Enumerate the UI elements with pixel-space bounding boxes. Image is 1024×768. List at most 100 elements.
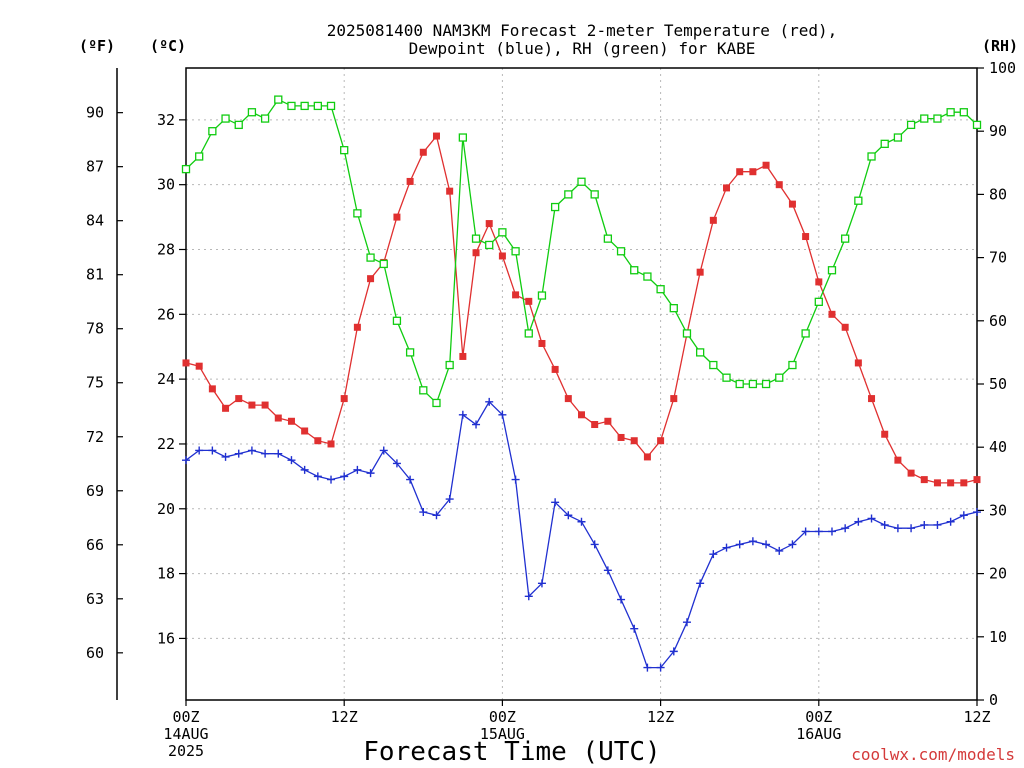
- dewpoint-point: [195, 446, 204, 455]
- temperature-point: [854, 359, 862, 367]
- temperature-point: [723, 184, 731, 192]
- rh-point: [761, 379, 771, 389]
- temperature-point: [208, 385, 216, 393]
- celsius-unit-label: (ºC): [150, 37, 186, 55]
- time-tick-label: 16AUG: [796, 725, 841, 743]
- rh-point: [906, 120, 916, 130]
- dewpoint-point: [735, 540, 744, 549]
- fahrenheit-tick-label: 60: [86, 644, 104, 662]
- rh-point: [208, 127, 217, 136]
- temperature-point: [314, 437, 322, 445]
- rh-point: [616, 247, 626, 256]
- dewpoint-point: [722, 543, 731, 552]
- time-tick-label: 12Z: [647, 708, 674, 726]
- temperature-point: [933, 479, 941, 487]
- rh-point: [893, 133, 903, 142]
- temperature-point: [327, 440, 335, 448]
- time-tick-label: 12Z: [963, 708, 990, 726]
- celsius-tick-label: 28: [157, 240, 175, 258]
- rh-point: [920, 114, 929, 123]
- rh-point: [564, 190, 573, 199]
- rh-point: [300, 101, 309, 111]
- temperature-point: [261, 401, 269, 409]
- temperature-point: [182, 359, 190, 367]
- temperature-point: [340, 395, 348, 403]
- rh-axis-ticks: 0 10 20 30 40 50 60 70 80 90 100: [977, 59, 1016, 709]
- celsius-tick-label: 24: [157, 370, 175, 388]
- dewpoint-point: [182, 456, 190, 465]
- dewpoint-point: [709, 550, 718, 559]
- temperature-point: [788, 200, 796, 208]
- dewpoint-point: [564, 511, 573, 520]
- temperature-point: [485, 220, 493, 228]
- dewpoint-point: [762, 540, 771, 549]
- rh-point: [550, 202, 560, 212]
- rh-point: [814, 297, 823, 306]
- time-tick-label: 00Z: [172, 708, 199, 726]
- fahrenheit-axis-ticks: 60 63 66 69 72 75 78 81 84 87 90: [86, 104, 123, 662]
- temperature-point: [630, 437, 638, 445]
- rh-point: [880, 139, 889, 148]
- temperature-point: [432, 132, 440, 140]
- temperature-point: [512, 291, 520, 299]
- dewpoint-series: [182, 397, 981, 672]
- dewpoint-point: [669, 647, 678, 656]
- rh-point: [379, 259, 388, 269]
- dewpoint-point: [511, 475, 520, 484]
- rh-point: [630, 266, 639, 275]
- dewpoint-point: [959, 511, 968, 520]
- dewpoint-point: [630, 624, 639, 633]
- temperature-point: [235, 395, 243, 403]
- rh-tick-label: 100: [989, 59, 1016, 77]
- temperature-point: [301, 427, 309, 435]
- temperature-point: [274, 414, 282, 422]
- fahrenheit-tick-label: 81: [86, 266, 104, 284]
- fahrenheit-unit-label: (ºF): [79, 37, 115, 55]
- temperature-point: [657, 437, 665, 445]
- temperature-point: [947, 479, 955, 487]
- rh-point: [603, 234, 613, 243]
- dewpoint-point: [933, 520, 942, 529]
- dewpoint-point: [801, 527, 810, 536]
- fahrenheit-tick-label: 69: [86, 482, 104, 500]
- temperature-point: [353, 323, 361, 331]
- dewpoint-point: [537, 579, 546, 588]
- dewpoint-point: [379, 446, 388, 455]
- rh-point: [669, 304, 678, 313]
- temperature-point: [696, 268, 704, 276]
- rh-point: [524, 329, 533, 338]
- dewpoint-point: [327, 475, 336, 484]
- dewpoint-point: [234, 449, 243, 458]
- rh-point: [748, 379, 758, 389]
- dewpoint-point: [485, 397, 494, 406]
- time-tick-label: 2025: [168, 742, 204, 760]
- celsius-tick-label: 32: [157, 111, 175, 129]
- celsius-tick-label: 18: [157, 565, 175, 583]
- dewpoint-point: [696, 579, 705, 588]
- time-tick-label: 15AUG: [480, 725, 525, 743]
- x-axis-label: Forecast Time (UTC): [363, 737, 660, 767]
- rh-point: [972, 120, 982, 130]
- dewpoint-point: [880, 520, 889, 529]
- temperature-point: [881, 430, 889, 438]
- rh-line: [185, 98, 978, 405]
- celsius-axis-ticks: 16 18 20 22 24 26 28 30 32: [157, 111, 186, 647]
- dewpoint-point: [748, 537, 757, 546]
- rh-point: [946, 108, 955, 117]
- fahrenheit-tick-label: 66: [86, 536, 104, 554]
- time-tick-label: 14AUG: [163, 725, 208, 743]
- temperature-point: [894, 456, 902, 464]
- rh-tick-label: 60: [989, 312, 1007, 330]
- dewpoint-point: [261, 449, 270, 458]
- temperature-point: [762, 161, 770, 169]
- temperature-point: [604, 417, 612, 425]
- temperature-point: [670, 395, 678, 403]
- rh-point: [696, 348, 705, 357]
- chart-title-line-1: 2025081400 NAM3KM Forecast 2-meter Tempe…: [327, 21, 838, 40]
- temperature-point: [459, 352, 467, 360]
- temperature-point: [551, 365, 559, 373]
- rh-point: [511, 247, 520, 256]
- rh-tick-label: 80: [989, 185, 1007, 203]
- temperature-point: [591, 421, 599, 429]
